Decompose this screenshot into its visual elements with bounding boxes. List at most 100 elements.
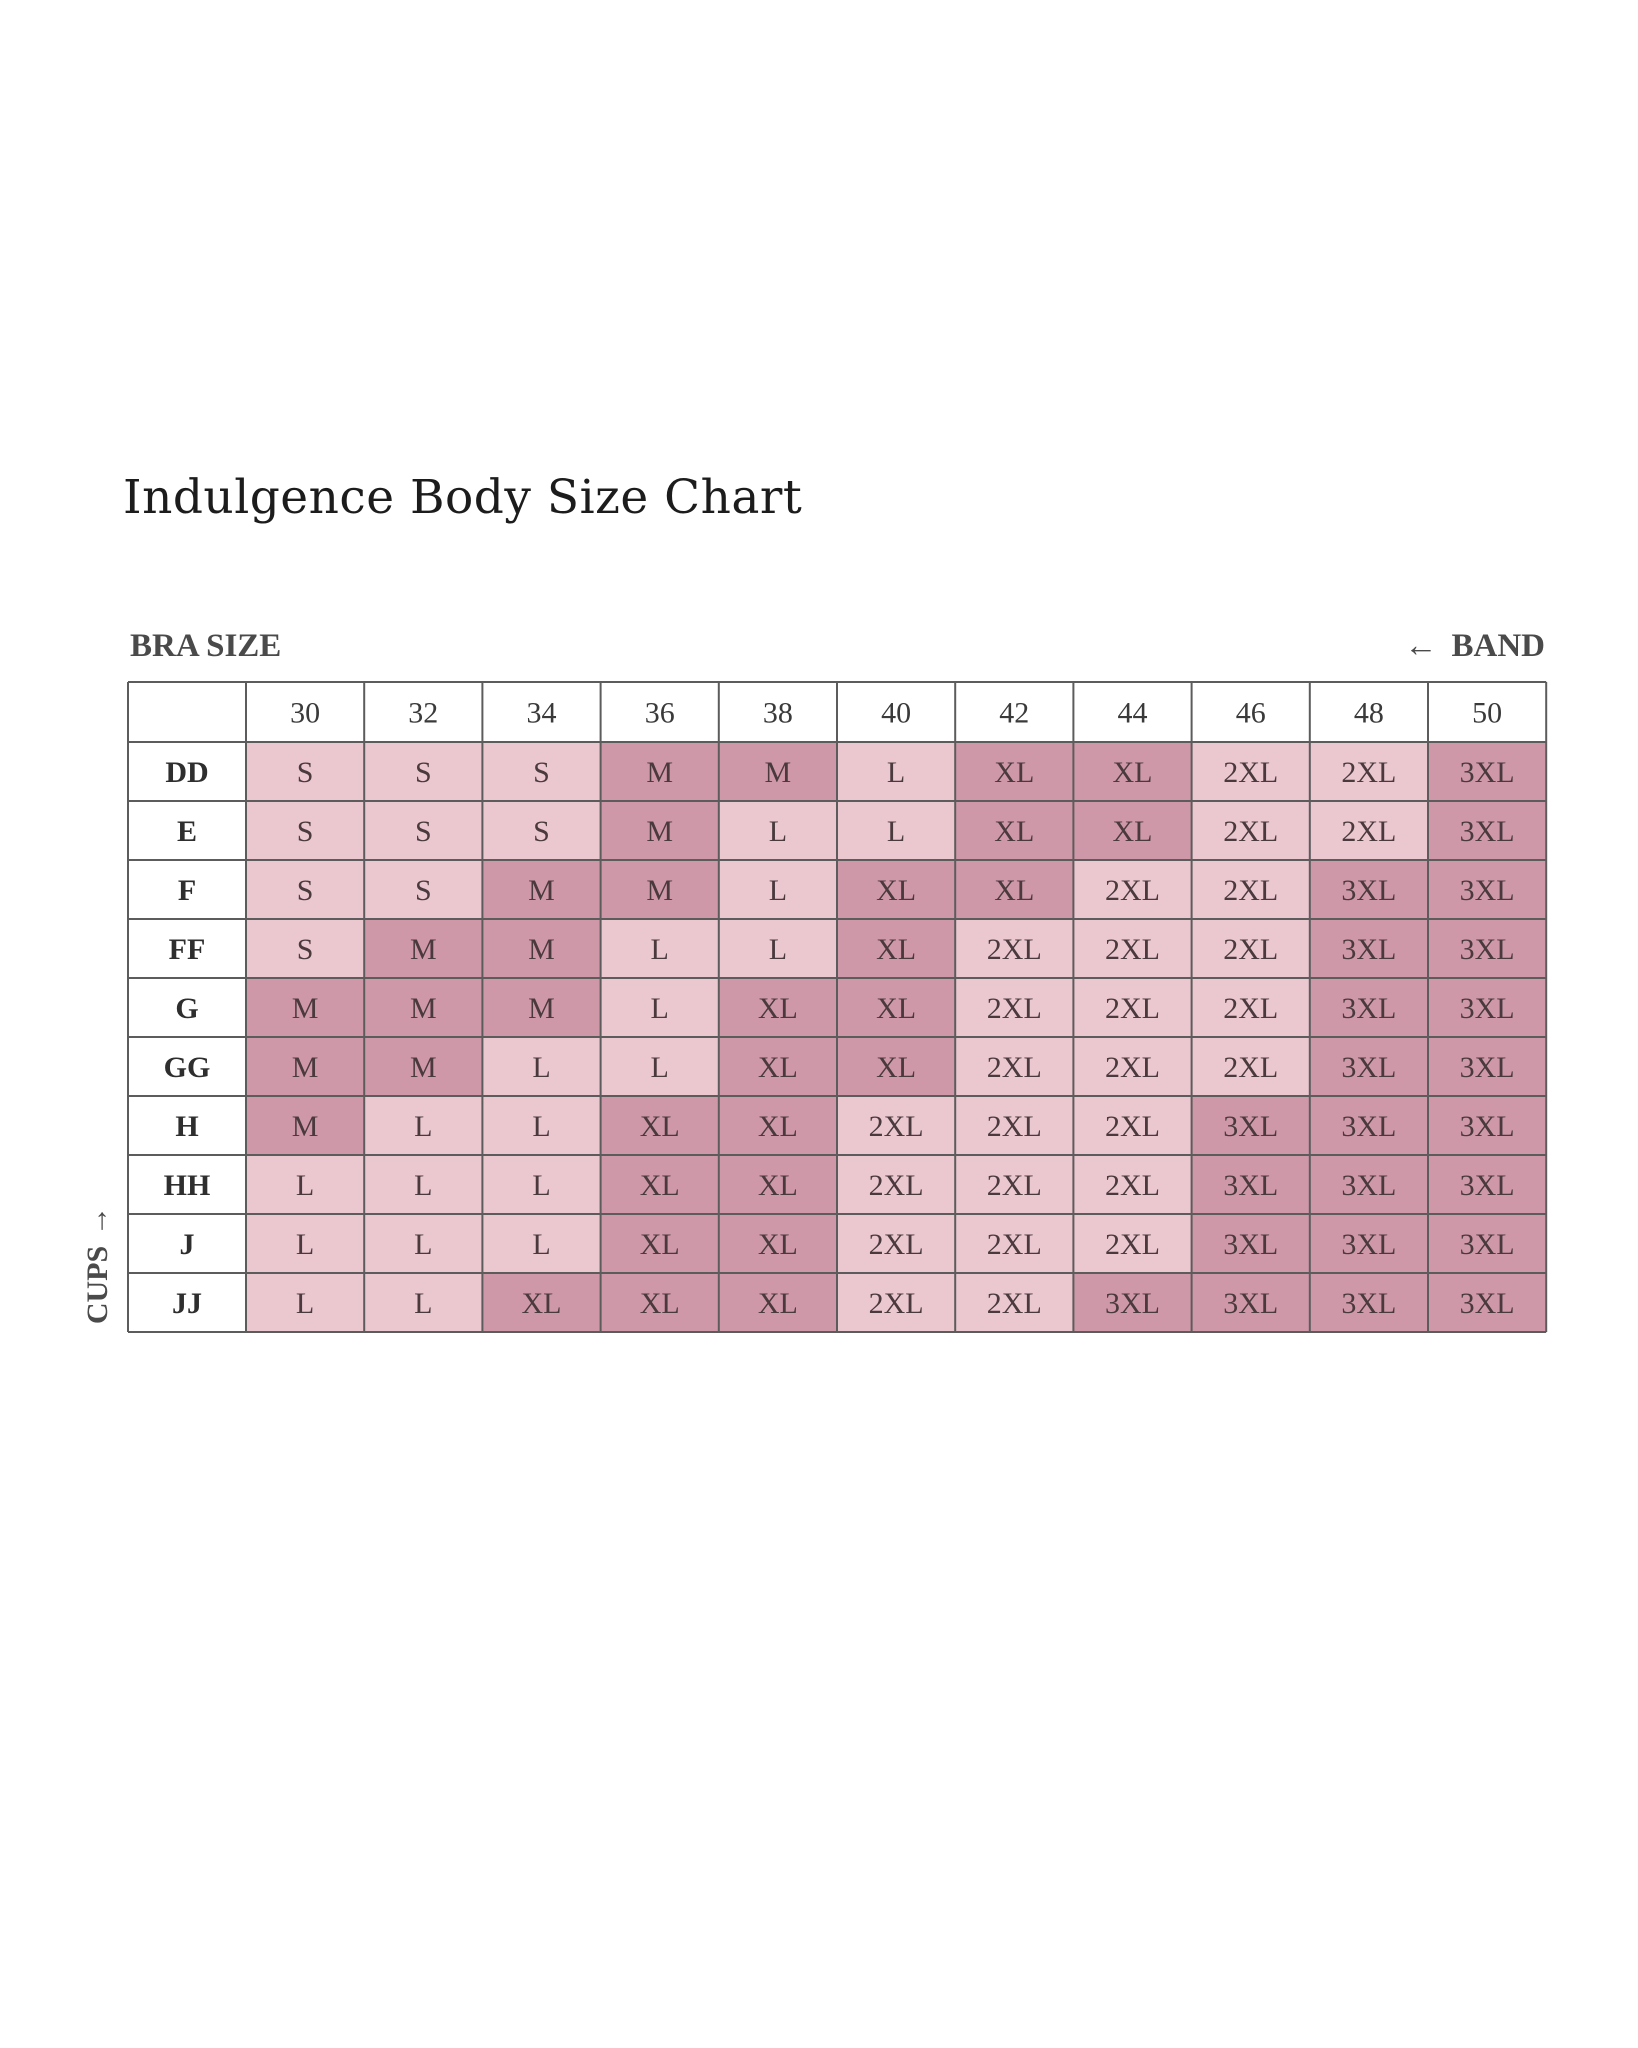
- size-value: L: [414, 1110, 432, 1143]
- size-cell-bg: [600, 1214, 719, 1273]
- size-cell-bg: [718, 978, 837, 1037]
- size-value: XL: [758, 1110, 798, 1143]
- size-cell-bg: [364, 1273, 483, 1332]
- size-cell-bg: [482, 860, 601, 919]
- size-cell-bg: [718, 1273, 837, 1332]
- size-value: 2XL: [1105, 933, 1160, 966]
- size-value: 2XL: [869, 1110, 924, 1143]
- size-value: S: [297, 756, 314, 789]
- cup-size-label: GG: [164, 1051, 211, 1084]
- size-cell-bg: [482, 742, 601, 801]
- size-cell-bg: [482, 1214, 601, 1273]
- size-value: 3XL: [1341, 1051, 1396, 1084]
- size-cell-bg: [1428, 860, 1547, 919]
- size-value: 2XL: [987, 1287, 1042, 1320]
- band-size-label: 40: [881, 697, 911, 730]
- size-value: XL: [758, 1287, 798, 1320]
- size-cell-bg: [1191, 919, 1310, 978]
- size-value: XL: [994, 756, 1034, 789]
- size-cell-bg: [482, 978, 601, 1037]
- size-cell-bg: [1073, 1214, 1192, 1273]
- size-value: L: [532, 1169, 550, 1202]
- cup-cell-bg: [128, 978, 246, 1037]
- size-value: XL: [758, 1228, 798, 1261]
- size-value: 2XL: [1223, 874, 1278, 907]
- size-cell-bg: [600, 801, 719, 860]
- size-cell-bg: [837, 742, 956, 801]
- size-cell-bg: [246, 1273, 365, 1332]
- size-value: 2XL: [987, 933, 1042, 966]
- size-cell-bg: [600, 1037, 719, 1096]
- size-value: 3XL: [1341, 933, 1396, 966]
- left-arrow-icon: ←: [1404, 628, 1438, 664]
- size-value: 2XL: [1105, 1228, 1160, 1261]
- size-cell-bg: [364, 919, 483, 978]
- size-cell-bg: [718, 1096, 837, 1155]
- size-cell-bg: [364, 1037, 483, 1096]
- size-value: 2XL: [987, 1110, 1042, 1143]
- size-value: 3XL: [1341, 874, 1396, 907]
- size-value: 3XL: [1341, 1110, 1396, 1143]
- size-cell-bg: [364, 1155, 483, 1214]
- size-cell-bg: [1191, 860, 1310, 919]
- size-value: 3XL: [1341, 1169, 1396, 1202]
- size-value: L: [651, 933, 669, 966]
- size-value: 2XL: [869, 1228, 924, 1261]
- size-cell-bg: [1073, 1096, 1192, 1155]
- size-value: XL: [640, 1228, 680, 1261]
- size-value: S: [297, 815, 314, 848]
- size-value: M: [292, 1110, 319, 1143]
- size-value: 3XL: [1460, 1287, 1515, 1320]
- cup-size-label: G: [175, 992, 198, 1025]
- size-value: M: [646, 815, 673, 848]
- cup-cell-bg: [128, 801, 246, 860]
- size-value: XL: [876, 933, 916, 966]
- band-size-label: 32: [408, 697, 438, 730]
- size-value: XL: [876, 874, 916, 907]
- bra-size-label: BRA SIZE: [130, 628, 282, 664]
- size-cell-bg: [482, 919, 601, 978]
- size-cell-bg: [1309, 801, 1428, 860]
- size-cell-bg: [718, 1214, 837, 1273]
- page-title: Indulgence Body Size Chart: [123, 470, 803, 525]
- size-cell-bg: [1191, 1096, 1310, 1155]
- cup-size-label: HH: [164, 1169, 211, 1202]
- size-value: 3XL: [1460, 1110, 1515, 1143]
- size-value: 2XL: [1223, 933, 1278, 966]
- band-size-label: 42: [999, 697, 1029, 730]
- size-cell-bg: [1073, 742, 1192, 801]
- size-cell-bg: [1073, 1273, 1192, 1332]
- band-size-label: 36: [645, 697, 675, 730]
- size-value: L: [769, 874, 787, 907]
- size-value: 2XL: [1223, 1051, 1278, 1084]
- size-value: L: [296, 1228, 314, 1261]
- size-cell-bg: [718, 860, 837, 919]
- band-size-label: 44: [1118, 697, 1148, 730]
- size-value: XL: [1113, 815, 1153, 848]
- size-cell-bg: [955, 1273, 1074, 1332]
- size-cell-bg: [1073, 801, 1192, 860]
- size-value: 2XL: [869, 1169, 924, 1202]
- size-value: 3XL: [1460, 874, 1515, 907]
- size-cell-bg: [364, 801, 483, 860]
- size-value: XL: [876, 992, 916, 1025]
- size-cell-bg: [1191, 1273, 1310, 1332]
- size-cell-bg: [1428, 742, 1547, 801]
- size-value: 3XL: [1460, 933, 1515, 966]
- size-value: M: [292, 992, 319, 1025]
- size-value: 2XL: [1105, 1051, 1160, 1084]
- size-cell-bg: [1191, 1214, 1310, 1273]
- size-cell-bg: [1191, 801, 1310, 860]
- size-value: XL: [758, 992, 798, 1025]
- size-cell-bg: [955, 1037, 1074, 1096]
- size-cell-bg: [837, 1037, 956, 1096]
- size-cell-bg: [718, 742, 837, 801]
- size-cell-bg: [246, 919, 365, 978]
- size-value: S: [297, 933, 314, 966]
- cup-cell-bg: [128, 1155, 246, 1214]
- size-cell-bg: [955, 860, 1074, 919]
- cup-size-label: E: [177, 815, 197, 848]
- size-cell-bg: [1309, 1273, 1428, 1332]
- band-label-text: BAND: [1451, 628, 1545, 664]
- size-value: 3XL: [1223, 1169, 1278, 1202]
